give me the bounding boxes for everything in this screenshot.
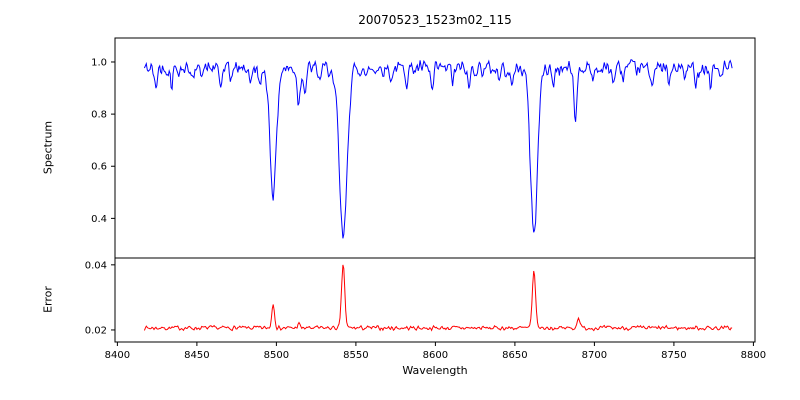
x-axis-label: Wavelength bbox=[402, 364, 468, 377]
y-tick-label: 0.04 bbox=[85, 260, 107, 271]
x-tick-label: 8650 bbox=[502, 350, 527, 361]
y-tick-label: 0.6 bbox=[91, 162, 107, 173]
y-tick-label: 0.02 bbox=[85, 325, 107, 336]
chart-title: 20070523_1523m02_115 bbox=[358, 13, 512, 27]
x-tick-label: 8450 bbox=[184, 350, 209, 361]
x-tick-label: 8500 bbox=[264, 350, 289, 361]
x-tick-label: 8600 bbox=[423, 350, 448, 361]
y-tick-label: 1.0 bbox=[91, 57, 107, 68]
x-tick-label: 8400 bbox=[105, 350, 130, 361]
y-tick-label: 0.4 bbox=[91, 214, 107, 225]
error-line bbox=[143, 264, 733, 332]
spectrum-panel-frame bbox=[114, 37, 756, 259]
spectrum-line bbox=[143, 59, 733, 239]
x-tick-label: 8700 bbox=[582, 350, 607, 361]
x-tick-label: 8750 bbox=[661, 350, 686, 361]
error-panel-frame bbox=[114, 257, 756, 343]
x-tick-label: 8550 bbox=[343, 350, 368, 361]
y-tick-label: 0.8 bbox=[91, 110, 107, 121]
x-tick-label: 8800 bbox=[741, 350, 766, 361]
